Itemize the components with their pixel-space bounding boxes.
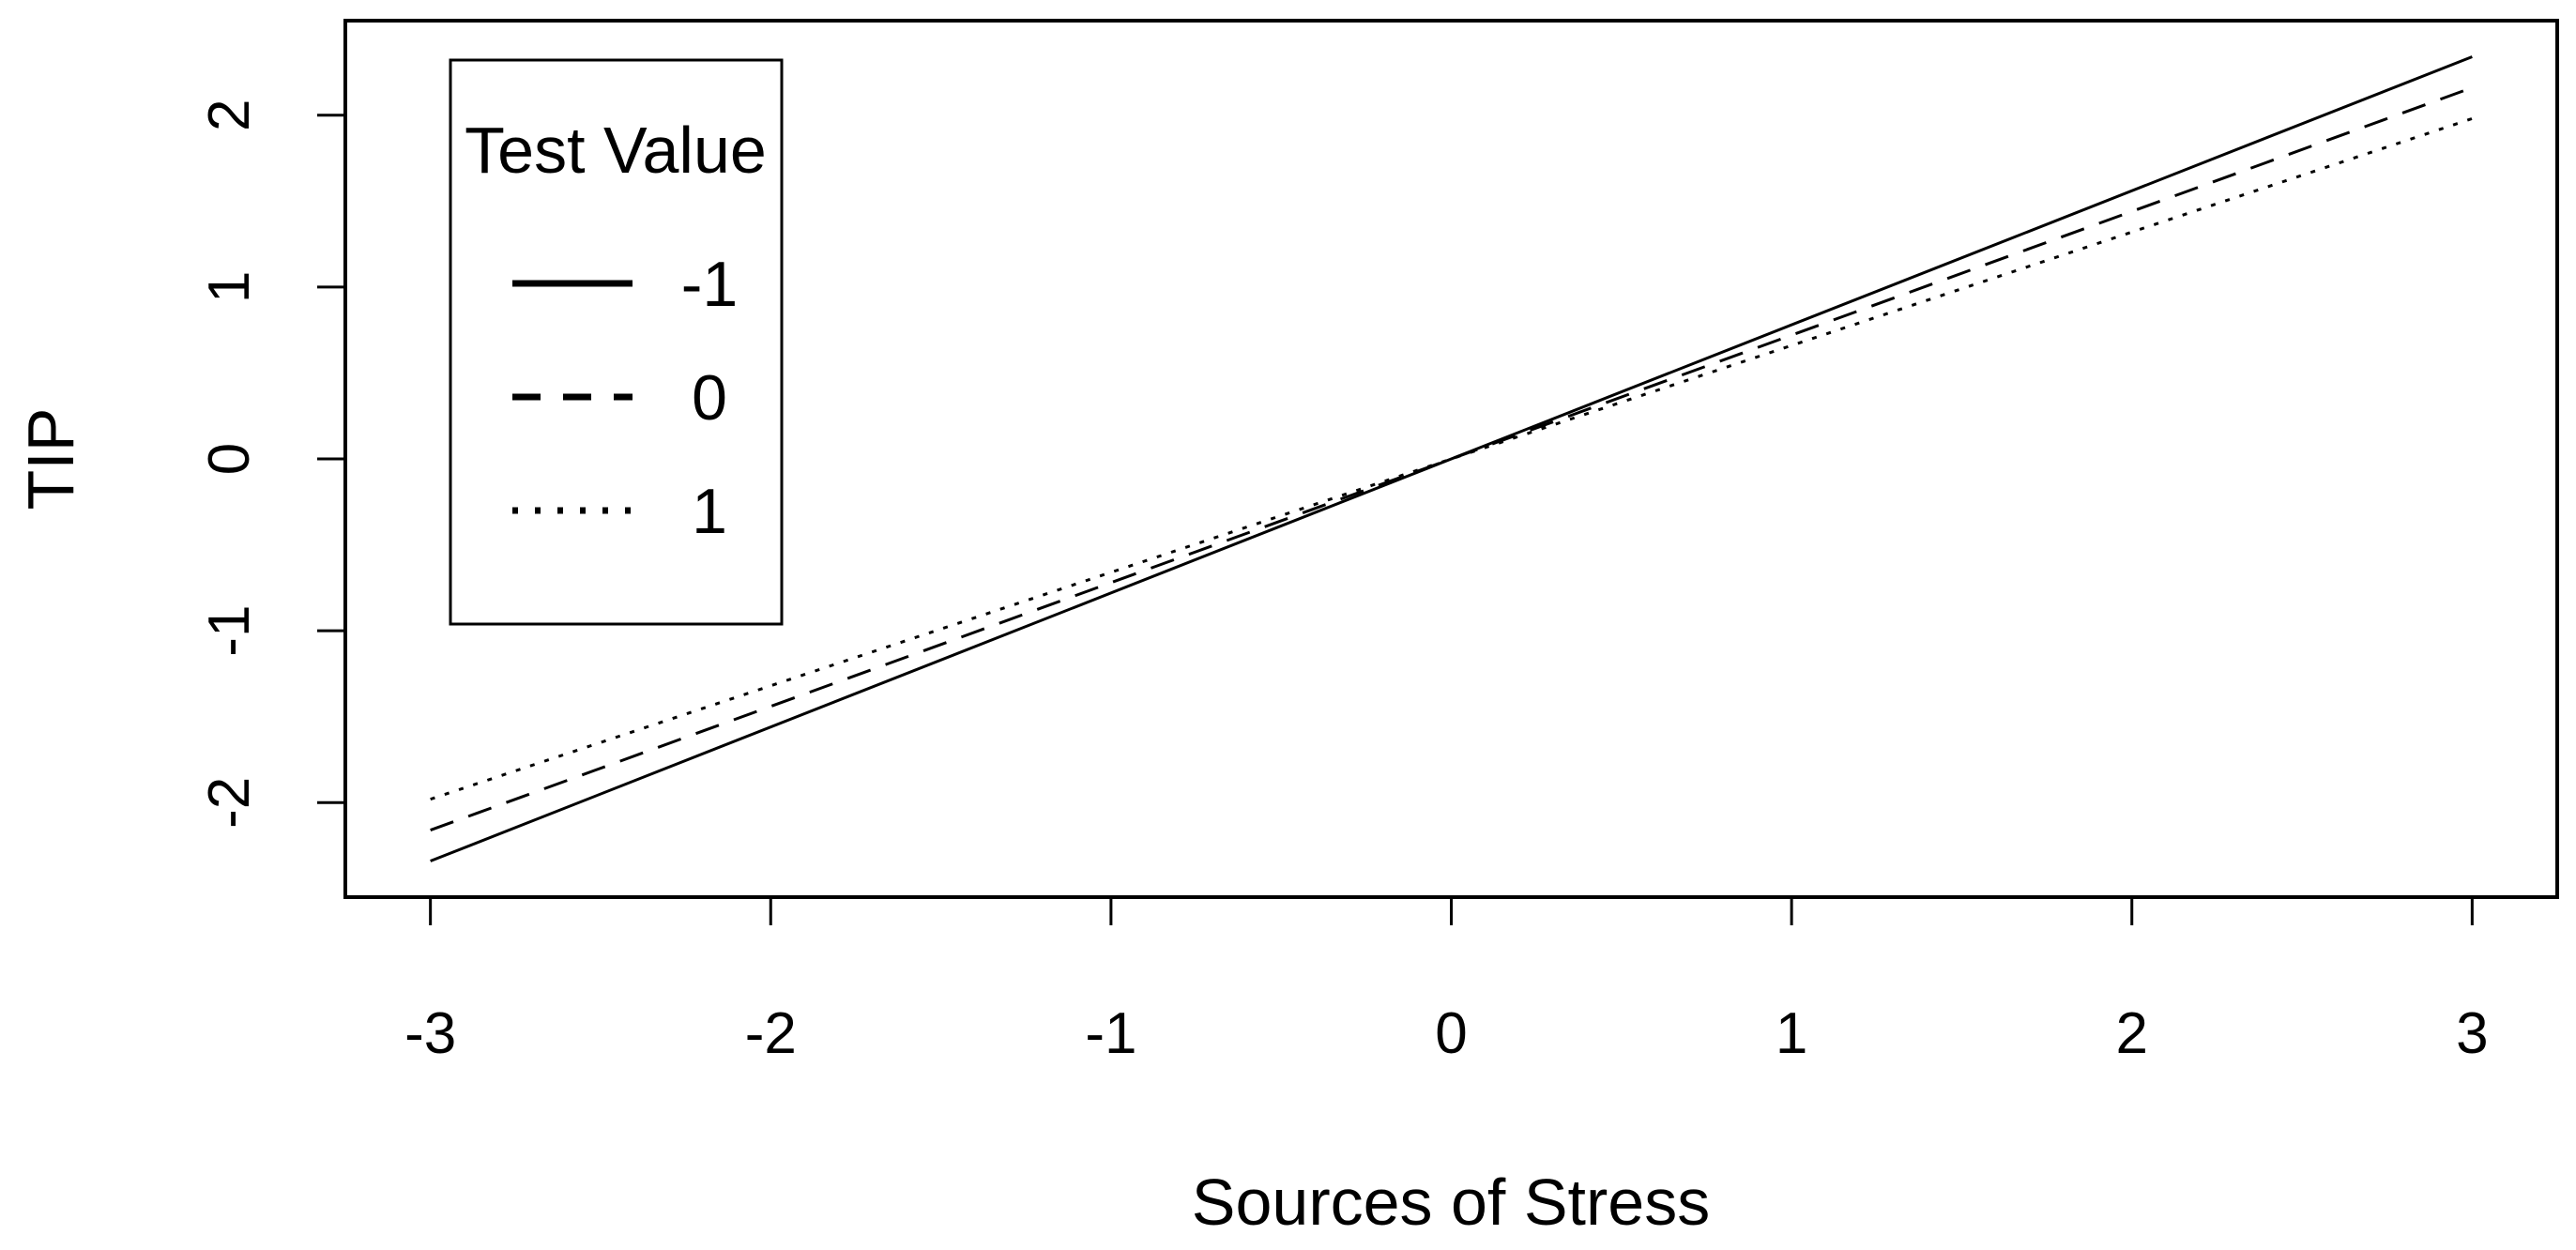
y-tick-label: 1: [197, 271, 262, 303]
legend-label-3: 1: [692, 476, 727, 547]
x-tick-label: 0: [1435, 1001, 1467, 1066]
x-tick-label: 3: [2456, 1001, 2488, 1066]
legend-label-2: 0: [692, 362, 727, 434]
series-line-1: [430, 55, 2473, 862]
legend-title: Test Value: [465, 114, 767, 187]
x-tick-label: -3: [404, 1001, 456, 1066]
y-tick-label: -1: [197, 605, 262, 657]
x-tick-label: -1: [1085, 1001, 1136, 1066]
x-axis: -3 -2 -1 0 1 2 3: [404, 895, 2489, 1066]
y-tick-label: 0: [197, 443, 262, 475]
x-tick-label: 2: [2115, 1001, 2147, 1066]
y-tick-label: 2: [197, 99, 262, 130]
legend-label-1: -1: [681, 249, 738, 320]
series-lines: [430, 55, 2473, 862]
y-tick-label: -2: [197, 777, 262, 829]
y-axis-title: TIP: [14, 408, 87, 511]
legend: Test Value -1 0 1: [449, 58, 784, 626]
x-axis-title: Sources of Stress: [1192, 1166, 1710, 1239]
legend-box: [449, 58, 784, 626]
x-tick-label: -2: [745, 1001, 797, 1066]
x-tick-label: 1: [1776, 1001, 1807, 1066]
y-axis: -2 -1 0 1 2: [197, 99, 347, 829]
legend-items: -1 0 1: [512, 249, 738, 547]
